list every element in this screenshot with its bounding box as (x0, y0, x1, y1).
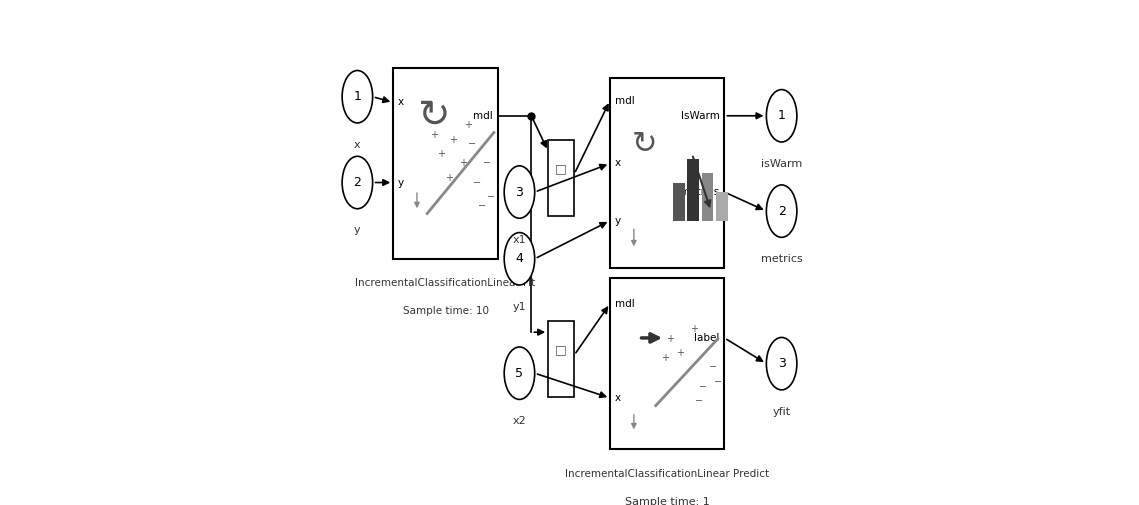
Text: Sample time: 2: Sample time: 2 (625, 316, 710, 326)
FancyBboxPatch shape (393, 68, 498, 259)
Text: metrics: metrics (761, 254, 803, 264)
Text: 5: 5 (516, 367, 524, 380)
Text: ↻: ↻ (632, 130, 657, 159)
FancyBboxPatch shape (548, 321, 574, 397)
Text: +: + (459, 159, 467, 169)
Text: □: □ (556, 162, 567, 175)
Text: +: + (675, 348, 683, 358)
Text: +: + (690, 324, 698, 334)
Text: IncrementalClassificationLinear Predict: IncrementalClassificationLinear Predict (565, 469, 769, 479)
Text: −: − (714, 377, 722, 387)
Text: +: + (464, 120, 472, 130)
Text: x1: x1 (513, 235, 526, 245)
Text: Update Metrics: Update Metrics (625, 287, 710, 297)
Text: +: + (666, 334, 674, 344)
Text: +: + (450, 135, 458, 144)
Text: Sample time: 10: Sample time: 10 (402, 307, 489, 317)
Text: y1: y1 (513, 301, 526, 312)
Ellipse shape (342, 157, 372, 209)
Text: label: label (695, 333, 720, 343)
FancyBboxPatch shape (611, 278, 724, 449)
Text: IsWarm: IsWarm (681, 111, 720, 121)
Text: Sample time: 1: Sample time: 1 (625, 497, 710, 505)
Text: x: x (615, 393, 621, 403)
Text: 3: 3 (778, 357, 786, 370)
Text: +: + (431, 130, 439, 140)
Text: □: □ (556, 343, 567, 356)
Text: isWarm: isWarm (761, 159, 802, 169)
Text: x: x (354, 139, 361, 149)
Bar (702, 173, 713, 221)
Text: −: − (483, 159, 491, 169)
Text: 1: 1 (353, 90, 361, 103)
Ellipse shape (505, 347, 534, 399)
Text: −: − (695, 396, 703, 406)
Text: 4: 4 (516, 252, 524, 265)
Text: 3: 3 (516, 185, 524, 198)
Text: 1: 1 (778, 109, 786, 122)
FancyBboxPatch shape (611, 78, 724, 268)
Ellipse shape (767, 185, 797, 237)
Text: +: + (437, 149, 445, 159)
Text: mdl: mdl (615, 298, 634, 309)
Text: ↻: ↻ (417, 97, 449, 135)
Text: IncrementalClassificationLinear Fit: IncrementalClassificationLinear Fit (355, 278, 535, 288)
Text: −: − (468, 139, 476, 149)
Text: x: x (398, 97, 404, 108)
Text: y: y (354, 225, 361, 235)
Text: metrics: metrics (680, 187, 720, 197)
Text: mdl: mdl (615, 95, 634, 106)
Text: −: − (708, 363, 718, 373)
Text: mdl: mdl (474, 111, 493, 121)
Ellipse shape (342, 71, 372, 123)
Ellipse shape (767, 89, 797, 142)
Bar (687, 159, 699, 221)
Text: yfit: yfit (772, 407, 790, 417)
Text: −: − (487, 192, 495, 202)
Text: −: − (699, 382, 707, 391)
Text: +: + (662, 353, 670, 363)
FancyBboxPatch shape (548, 139, 574, 216)
Ellipse shape (505, 233, 534, 285)
Bar (673, 182, 685, 221)
Text: +: + (444, 173, 452, 183)
Text: 2: 2 (778, 205, 786, 218)
Bar (715, 192, 728, 221)
Text: x2: x2 (513, 416, 526, 426)
Text: 2: 2 (353, 176, 361, 189)
Text: −: − (473, 178, 482, 187)
Text: −: − (478, 201, 486, 212)
Text: x: x (615, 159, 621, 169)
Ellipse shape (505, 166, 534, 218)
Text: y: y (398, 178, 404, 187)
Text: y: y (615, 216, 621, 226)
Ellipse shape (767, 337, 797, 390)
